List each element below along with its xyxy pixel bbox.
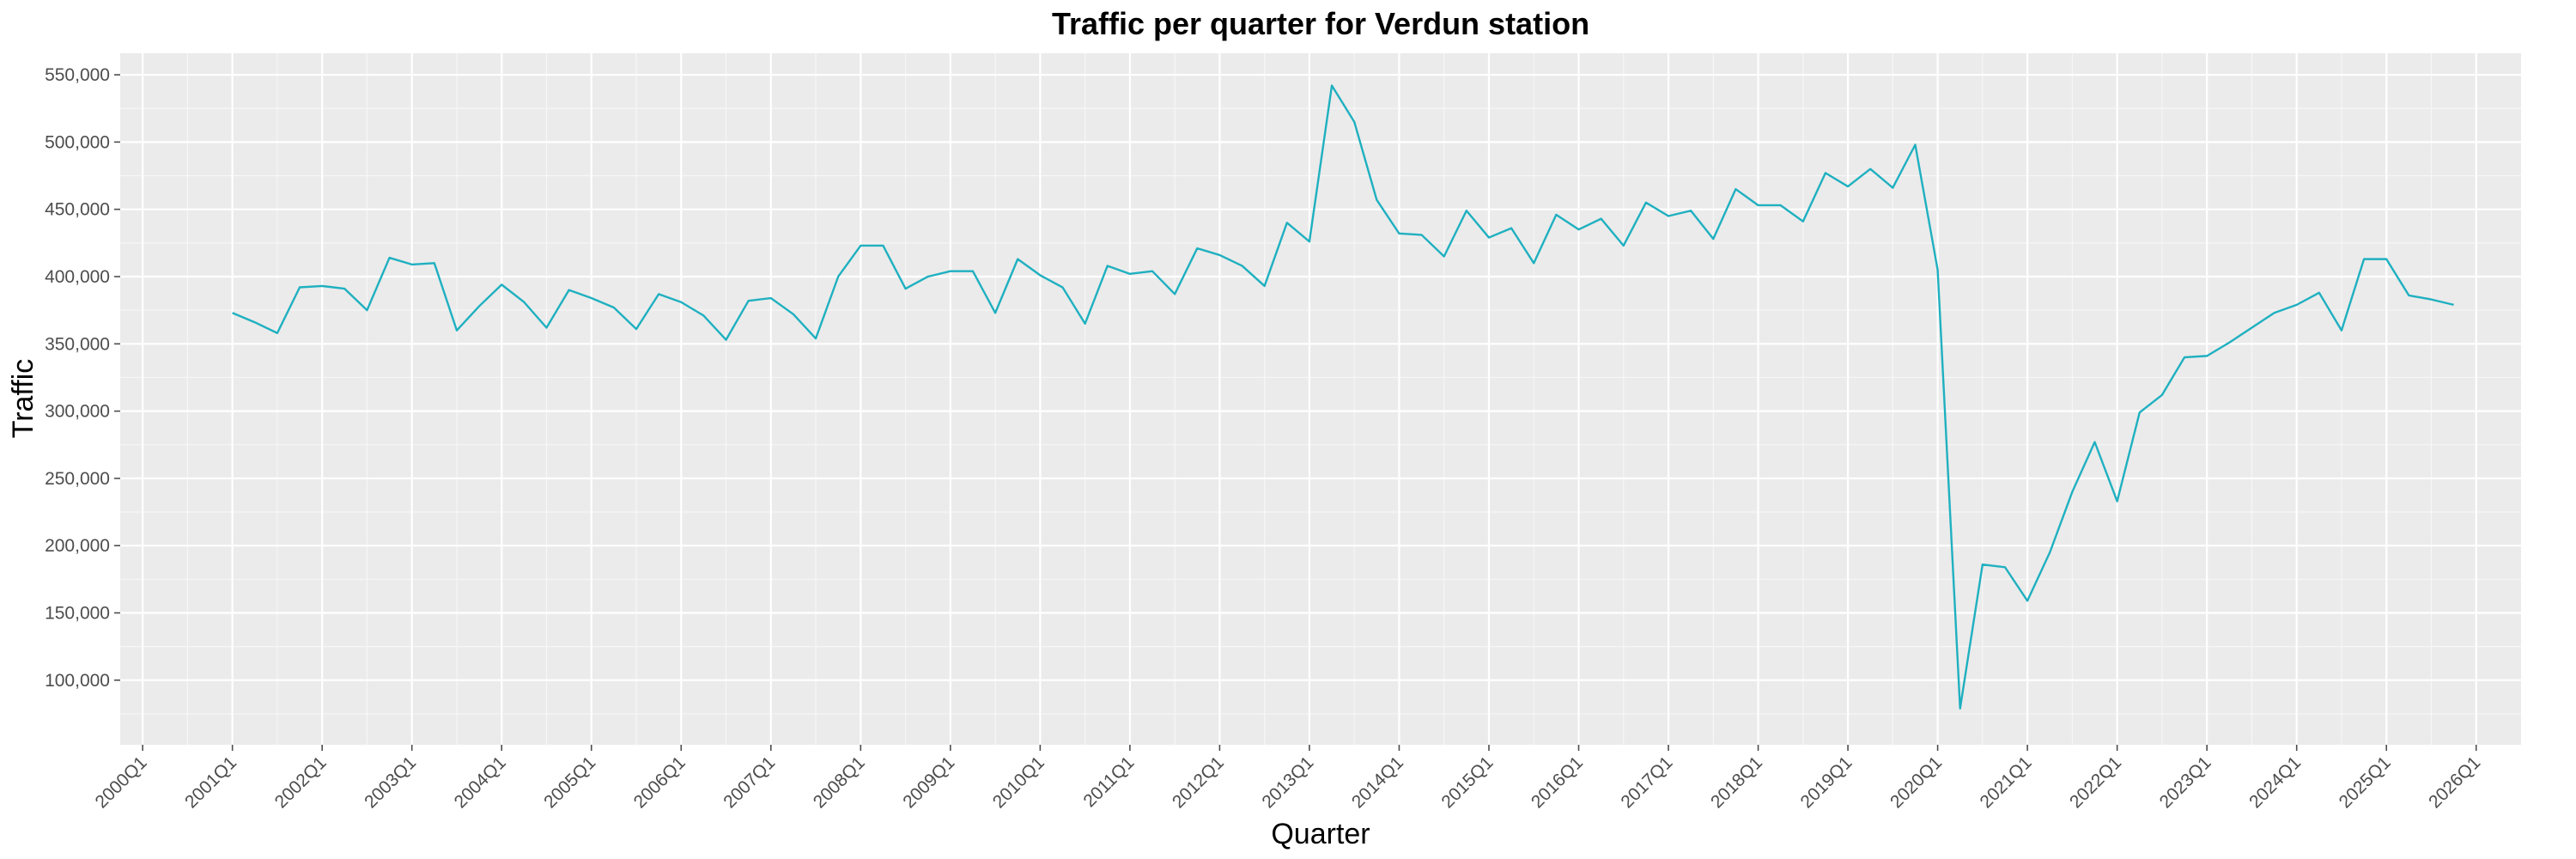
major-gridlines	[120, 53, 2521, 745]
y-tick-label: 250,000	[45, 469, 110, 489]
y-tick-label: 300,000	[45, 402, 110, 422]
y-tick-label: 400,000	[45, 267, 110, 287]
x-axis-title: Quarter	[1271, 818, 1370, 850]
x-tick-label: 2009Q1	[899, 752, 958, 812]
x-tick-label: 2011Q1	[1079, 752, 1138, 811]
y-tick-label: 550,000	[45, 65, 110, 85]
y-axis: 100,000 150,000 200,000 250,000 300,000 350,0…	[45, 65, 120, 691]
y-tick-label: 450,000	[45, 200, 110, 220]
x-tick-label: 2007Q1	[720, 752, 779, 812]
y-tick-label: 150,000	[45, 604, 110, 624]
y-tick-label: 350,000	[45, 334, 110, 354]
x-tick-label: 2021Q1	[1977, 752, 2036, 812]
x-tick-label: 2019Q1	[1797, 752, 1856, 812]
x-tick-label: 2015Q1	[1437, 752, 1497, 812]
x-tick-label: 2012Q1	[1169, 752, 1228, 812]
series-line-traffic	[232, 84, 2454, 710]
x-tick-label: 2004Q1	[451, 752, 510, 812]
x-tick-label: 2014Q1	[1348, 752, 1407, 812]
x-tick-label: 2013Q1	[1258, 752, 1317, 812]
x-tick-label: 2008Q1	[810, 752, 869, 812]
x-tick-label: 2003Q1	[361, 752, 420, 812]
x-tick-label: 2017Q1	[1617, 752, 1676, 812]
y-tick-label: 500,000	[45, 132, 110, 152]
x-tick-label: 2001Q1	[181, 752, 240, 812]
x-tick-label: 2006Q1	[630, 752, 690, 812]
x-tick-label: 2016Q1	[1528, 752, 1587, 812]
x-tick-label: 2005Q1	[540, 752, 599, 812]
x-tick-label: 2020Q1	[1886, 752, 1946, 812]
x-tick-label: 2000Q1	[92, 752, 151, 812]
x-tick-label: 2024Q1	[2245, 752, 2305, 812]
y-axis-title: Traffic	[7, 359, 39, 439]
x-axis: 2000Q1 2001Q1 2002Q1 2003Q1 2004Q1 2005Q1 2006…	[92, 745, 2484, 812]
y-tick-label: 100,000	[45, 671, 110, 691]
x-tick-label: 2026Q1	[2425, 752, 2484, 812]
y-tick-label: 200,000	[45, 536, 110, 556]
minor-gridlines	[120, 53, 2521, 745]
x-tick-label: 2022Q1	[2066, 752, 2125, 812]
x-tick-label: 2018Q1	[1707, 752, 1766, 812]
chart-title: Traffic per quarter for Verdun station	[1052, 6, 1589, 41]
x-tick-label: 2002Q1	[271, 752, 331, 812]
x-tick-label: 2025Q1	[2336, 752, 2395, 812]
x-tick-label: 2023Q1	[2156, 752, 2215, 812]
x-tick-label: 2010Q1	[989, 752, 1048, 812]
